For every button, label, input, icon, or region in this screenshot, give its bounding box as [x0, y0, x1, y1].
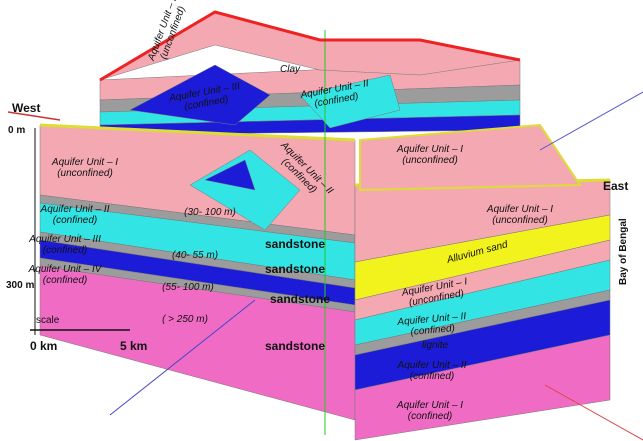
- label-line: (unconfined): [402, 155, 458, 166]
- label-line: sandstone: [270, 292, 330, 306]
- label-line: (unconfined): [492, 215, 548, 226]
- layer-label: Clay: [280, 64, 301, 75]
- layer-label: lignite: [422, 340, 449, 351]
- layer-label: Aquifer Unit – I(unconfined): [396, 144, 463, 166]
- label-line: (confined): [410, 323, 455, 338]
- axis-line: [539, 91, 643, 151]
- scale-title: scale: [36, 315, 60, 326]
- layer-label: Aquifer Unit – IV (confined): [28, 264, 103, 286]
- layer-label: (55- 100 m): [162, 282, 214, 293]
- label-line: (confined): [53, 215, 97, 226]
- layer: [354, 334, 611, 441]
- layer-label: Aquifer Unit – II(confined): [397, 360, 467, 382]
- layer-top: [39, 123, 356, 142]
- layer-label: Aquifer Unit – I (confined): [396, 400, 463, 422]
- label-line: (confined): [43, 275, 87, 286]
- label-line: Aquifer Unit – II: [40, 204, 110, 215]
- label-line: ( > 250 m): [162, 314, 208, 325]
- sea-label: Bay of Bengal: [618, 218, 629, 285]
- label-line: sandstone: [265, 237, 325, 251]
- direction-label: East: [603, 179, 628, 193]
- layer-label: sandstone: [270, 292, 330, 306]
- layer: [189, 149, 301, 231]
- label-line: Aquifer Unit – IV: [28, 264, 103, 275]
- layer: [204, 159, 256, 191]
- label-line: Aquifer Unit – I: [51, 157, 118, 168]
- depth-label: 0 m: [8, 125, 25, 136]
- layer: [359, 123, 582, 192]
- label-line: (40- 55 m): [172, 250, 218, 261]
- surface-line: [99, 10, 521, 82]
- label-line: Aquifer Unit – II: [397, 360, 467, 371]
- scale-label: 5 km: [120, 339, 147, 353]
- label-line: (confined): [410, 371, 454, 382]
- layer-label: ( > 250 m): [162, 314, 208, 325]
- direction-label: West: [12, 101, 40, 115]
- label-line: Aquifer Unit – III: [28, 234, 101, 245]
- depth-label: 300 m: [6, 280, 34, 291]
- label-line: (confined): [408, 411, 452, 422]
- layer-label: sandstone: [265, 237, 325, 251]
- layer-label: sandstone: [265, 262, 325, 276]
- label-line: Aquifer Unit – I: [486, 204, 553, 215]
- layer-label: (30- 100 m): [184, 207, 236, 218]
- label-line: (unconfined): [57, 168, 113, 179]
- label-line: Clay: [280, 64, 301, 75]
- layer-label: Aquifer Unit – III(confined): [28, 234, 101, 256]
- layer-label: sandstone: [265, 339, 325, 353]
- layer-label: Aquifer Unit – II(confined): [40, 204, 110, 226]
- label-line: lignite: [422, 340, 449, 351]
- label-line: (30- 100 m): [184, 207, 236, 218]
- label-line: Aquifer Unit – I: [396, 144, 463, 155]
- axis-line: [7, 111, 61, 121]
- layer-label: (40- 55 m): [172, 250, 218, 261]
- scale-label: 0 km: [30, 339, 57, 353]
- label-line: sandstone: [265, 262, 325, 276]
- label-line: (55- 100 m): [162, 282, 214, 293]
- layer: [129, 64, 271, 126]
- layer-label: Aquifer Unit – II(confined): [396, 311, 468, 339]
- axis-line: [544, 384, 643, 441]
- axis-line: [109, 299, 256, 416]
- layer-label: Aquifer Unit – I(unconfined): [486, 204, 553, 226]
- layer-label: Aquifer Unit – I(unconfined): [51, 157, 118, 179]
- label-line: sandstone: [265, 339, 325, 353]
- label-line: Aquifer Unit – I: [396, 400, 463, 411]
- label-line: (confined): [43, 245, 87, 256]
